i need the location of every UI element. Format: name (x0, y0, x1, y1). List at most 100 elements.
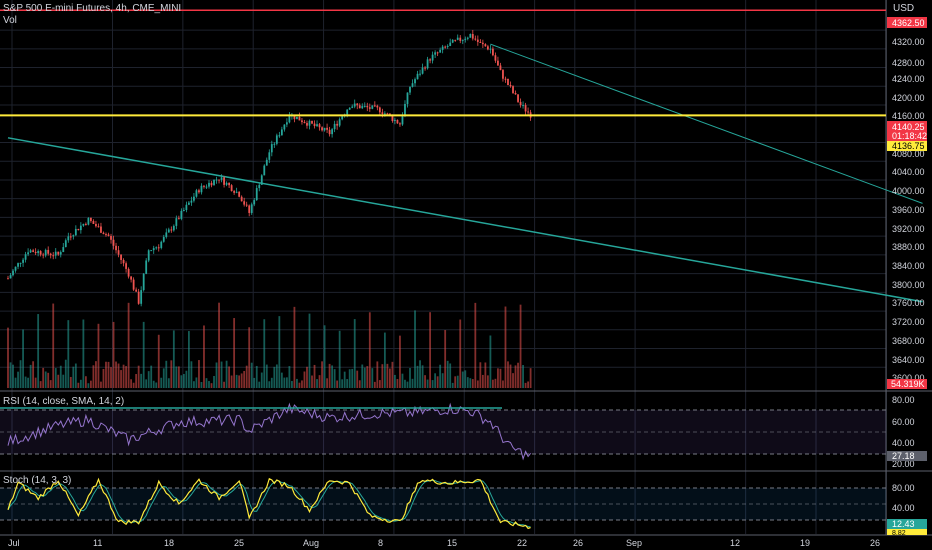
volume-bar (492, 379, 494, 388)
volume-bar (7, 327, 9, 388)
candle-body (471, 33, 474, 39)
candle-body (270, 144, 273, 153)
volume-bar (150, 365, 153, 388)
resistance-price-badge (887, 17, 927, 28)
volume-indicator-title[interactable]: Vol (3, 15, 17, 26)
candle-body (399, 123, 401, 125)
candle-body (47, 249, 50, 254)
rsi-indicator-title[interactable]: RSI (14, close, SMA, 14, 2) (3, 396, 125, 407)
candle-body (280, 129, 283, 136)
candle-body (150, 250, 153, 252)
candle-body (275, 135, 278, 144)
volume-bar (396, 378, 399, 388)
time-axis[interactable]: Jul 11 18 25 Aug 8 15 22 26 Sep 12 19 26 (8, 538, 880, 548)
volume-bar (399, 335, 401, 388)
candle-body (409, 86, 411, 93)
volume-bar (62, 374, 65, 388)
candle-body (162, 236, 165, 242)
volume-bar (451, 382, 454, 388)
volume-bar (338, 330, 341, 388)
candle-body (419, 73, 421, 75)
candle-body (190, 200, 193, 203)
trendlines[interactable] (7, 43, 923, 303)
candle-body (140, 290, 143, 304)
volume-bar (466, 377, 469, 388)
volume-bar (285, 377, 288, 388)
volume-bar (140, 373, 143, 388)
candle-body (421, 67, 424, 74)
volume-bar (522, 365, 524, 388)
volume-bar (348, 369, 351, 388)
candle-body (42, 254, 45, 256)
candle-body (301, 120, 303, 123)
volume-bar (175, 366, 178, 388)
volume-bar (27, 377, 29, 388)
stoch-d-label: 8.82 (892, 530, 906, 537)
volume-bar (489, 335, 492, 388)
price-tick: 4000.00 (892, 186, 925, 196)
candle-body (313, 123, 316, 127)
price-pane[interactable] (0, 0, 886, 390)
candle-body (12, 270, 14, 276)
stoch-axis[interactable]: 80.00 40.00 (892, 483, 915, 513)
volume-bar (220, 361, 223, 388)
price-tick: 3720.00 (892, 317, 925, 327)
volume-bar (409, 368, 411, 388)
candle-body (177, 218, 180, 220)
volume-bar (105, 361, 107, 388)
candle-body (474, 38, 477, 40)
candle-body (115, 245, 117, 251)
volume-bar (240, 373, 243, 388)
bar-countdown-label: 01:18:42 (892, 131, 927, 141)
volume-bar (155, 382, 158, 388)
volume-bar (95, 361, 97, 388)
candle-body (346, 109, 349, 115)
volume-bar (484, 362, 487, 388)
volume-bar (182, 373, 185, 388)
candle-body (464, 38, 467, 40)
volume-bar (446, 360, 449, 388)
volume-bar (439, 364, 442, 388)
symbol-title[interactable]: S&P 500 E-mini Futures, 4h, CME_MINI (3, 3, 182, 14)
volume-bar (39, 381, 42, 388)
volume-bar (145, 379, 148, 388)
volume-bar (434, 373, 437, 388)
candle-body (117, 250, 120, 255)
volume-bar (49, 380, 52, 388)
candle-body (328, 129, 331, 135)
candle-body (285, 122, 288, 125)
volume-bar (47, 372, 50, 388)
candle-body (394, 119, 396, 121)
trendline[interactable] (490, 43, 923, 204)
volume-bar (474, 302, 477, 388)
candle-body (195, 190, 198, 197)
price-axis[interactable]: 4320.00 4280.00 4240.00 4200.00 4160.00 … (892, 37, 925, 383)
candle-body (517, 94, 519, 102)
candle-body (353, 103, 356, 107)
candle-body (283, 124, 286, 130)
candle-body (373, 105, 376, 107)
candle-body (351, 106, 354, 108)
volume-bar (44, 371, 47, 388)
volume-bar (190, 361, 193, 388)
candle-body (507, 78, 509, 85)
candle-body (64, 240, 67, 248)
rsi-axis[interactable]: 80.00 60.00 40.00 20.00 (892, 395, 915, 469)
volume-bar (333, 369, 336, 388)
volume-bar (157, 334, 160, 388)
candle-body (185, 204, 188, 211)
candle-body (522, 105, 524, 107)
candle-body (59, 252, 62, 255)
candle-body (424, 67, 426, 69)
volume-bar (130, 379, 133, 388)
volume-bar (107, 361, 110, 388)
volume-bar (394, 374, 396, 388)
volume-bar (92, 365, 95, 388)
stoch-indicator-title[interactable]: Stoch (14, 3, 3) (3, 475, 72, 486)
candle-body (326, 127, 328, 130)
volume-bar (243, 370, 246, 388)
volume-bar (351, 368, 354, 388)
candle-body (311, 120, 313, 124)
trendline[interactable] (7, 137, 923, 303)
